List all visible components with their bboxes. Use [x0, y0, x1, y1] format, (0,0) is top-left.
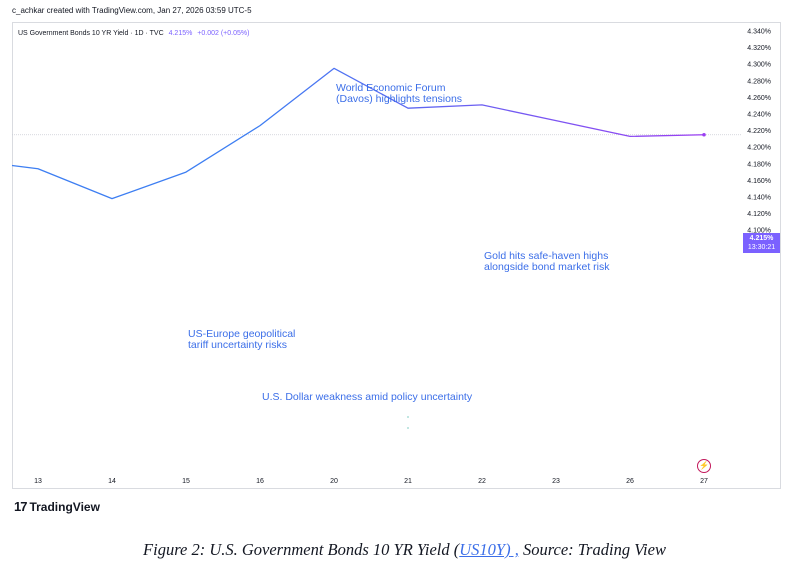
y-tick-label: 4.160% — [747, 178, 771, 185]
annotation-davos-line-2: (Davos) highlights tensions — [336, 93, 463, 105]
annotation-davos: World Economic Forum (Davos) highlights … — [336, 83, 462, 105]
y-tick-label: 4.120% — [747, 211, 771, 218]
chart-svg: 4.340% 4.320% 4.300% 4.280% 4.260% 4.240% 4.22… — [11, 29, 771, 485]
caption-symbol[interactable]: US10Y) — [459, 540, 511, 559]
x-tick-label: 22 — [478, 478, 486, 485]
y-tick-label: 4.240% — [747, 112, 771, 119]
lightning-icon[interactable]: ⚡ — [697, 459, 711, 473]
last-price-badge: 4.215% 13:30:21 — [743, 233, 780, 253]
annotation-davos-line-1: World Economic Forum — [336, 82, 446, 94]
y-tick-label: 4.320% — [747, 45, 771, 52]
x-tick-label: 23 — [552, 478, 560, 485]
tradingview-mark-icon: 17 — [14, 499, 28, 514]
x-tick-label: 21 — [404, 478, 412, 485]
x-tick-label: 26 — [626, 478, 634, 485]
y-tick-label: 4.280% — [747, 78, 771, 85]
tradingview-logo: 17 TradingView — [14, 499, 100, 514]
event-dot — [407, 416, 409, 418]
chart-frame — [12, 22, 781, 489]
y-tick-label: 4.100% — [747, 228, 771, 235]
y-tick-label: 4.260% — [747, 95, 771, 102]
x-tick-label: 15 — [182, 478, 190, 485]
y-tick-label: 4.180% — [747, 161, 771, 168]
last-price-time: 13:30:21 — [747, 244, 776, 251]
legend-change: +0.002 (+0.05%) — [197, 30, 250, 37]
x-tick-label: 13 — [34, 478, 42, 485]
chart-legend: US Government Bonds 10 YR Yield · 1D · T… — [18, 30, 249, 37]
annotation-gold-line-2: alongside bond market risk — [484, 261, 610, 273]
y-tick-label: 4.220% — [747, 128, 771, 135]
legend-symbol-name: US Government Bonds 10 YR Yield · 1D · T… — [18, 30, 164, 37]
x-tick-label: 16 — [256, 478, 264, 485]
x-tick-label: 14 — [108, 478, 116, 485]
caption-link-mark[interactable]: , — [510, 540, 519, 559]
caption-suffix: Source: Trading View — [518, 540, 666, 559]
annotation-tariff-line-1: US-Europe geopolitical — [188, 328, 296, 340]
creator-line: c_achkar created with TradingView.com, J… — [12, 6, 252, 15]
annotation-dollar-line-1: U.S. Dollar weakness amid policy uncerta… — [262, 391, 473, 403]
x-tick-label: 20 — [330, 478, 338, 485]
annotation-gold-line-1: Gold hits safe-haven highs — [484, 250, 609, 262]
y-tick-label: 4.300% — [747, 62, 771, 69]
y-tick-label: 4.140% — [747, 195, 771, 202]
annotation-dollar: U.S. Dollar weakness amid policy uncerta… — [262, 392, 472, 403]
last-point-marker — [702, 132, 706, 137]
event-dot — [407, 427, 409, 429]
last-price-value: 4.215% — [749, 235, 774, 242]
legend-value: 4.215% — [168, 30, 193, 37]
caption-prefix: Figure 2: U.S. Government Bonds 10 YR Yi… — [143, 540, 460, 559]
x-tick-label: 27 — [700, 478, 708, 485]
y-tick-label: 4.340% — [747, 29, 771, 36]
tradingview-wordmark: TradingView — [29, 499, 100, 514]
y-tick-label: 4.200% — [747, 145, 771, 152]
annotation-gold: Gold hits safe-haven highs alongside bon… — [484, 251, 609, 273]
figure-caption: Figure 2: U.S. Government Bonds 10 YR Yi… — [0, 540, 809, 560]
series-line-us10y — [11, 67, 705, 200]
annotation-tariff-line-2: tariff uncertainty risks — [188, 339, 288, 351]
annotation-tariff: US-Europe geopolitical tariff uncertaint… — [188, 329, 295, 351]
